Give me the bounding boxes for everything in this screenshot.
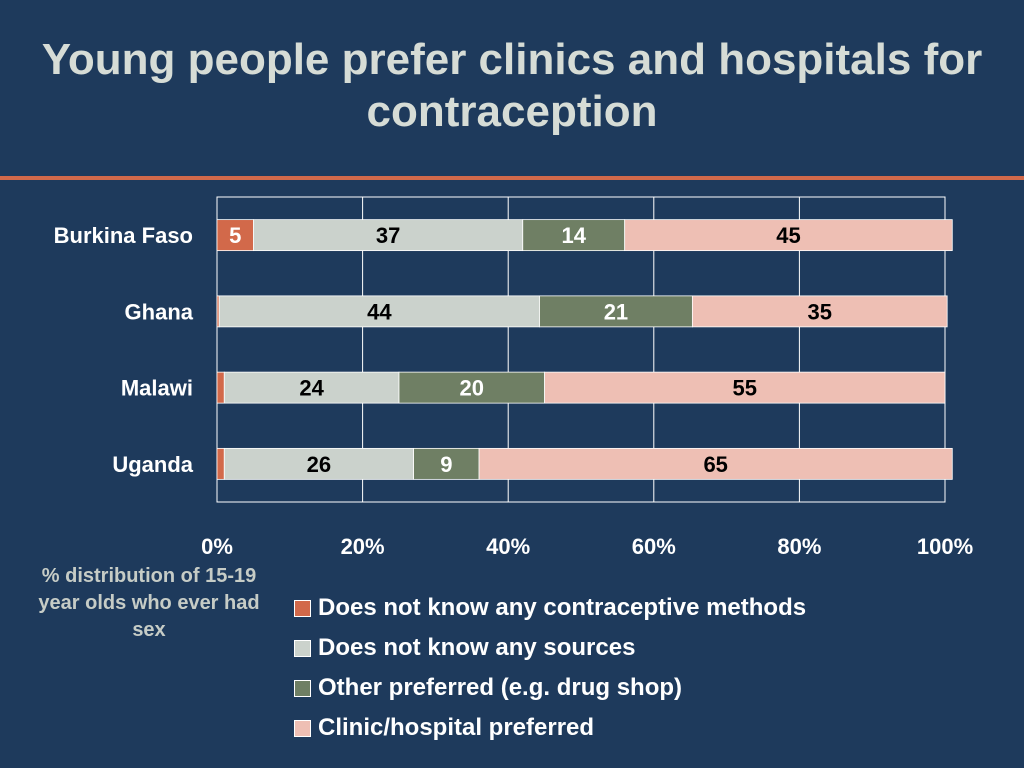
- title-line-2: contraception: [366, 87, 658, 136]
- bar-segment: [624, 219, 953, 252]
- legend-swatch: [294, 719, 311, 737]
- plot-frame: [216, 196, 946, 503]
- data-label: 5: [229, 223, 241, 248]
- x-tick-label: 100%: [917, 534, 973, 559]
- title-divider: [0, 176, 1024, 180]
- data-label: 44: [367, 299, 392, 324]
- legend-swatch: [294, 639, 311, 657]
- data-label: 20: [460, 376, 484, 401]
- data-label: 9: [440, 452, 452, 477]
- x-tick-label: 80%: [777, 534, 821, 559]
- bar-segment: [216, 219, 254, 252]
- legend-swatch: [294, 679, 311, 697]
- legend-label: Does not know any contraceptive methods: [318, 594, 807, 621]
- data-label: 35: [808, 299, 832, 324]
- x-tick-label: 40%: [486, 534, 530, 559]
- data-label: 45: [776, 223, 800, 248]
- legend-item: Does not know any sources: [294, 628, 806, 668]
- bar-segment: [478, 447, 953, 480]
- bar-segment: [539, 295, 693, 328]
- category-label: Uganda: [112, 452, 193, 477]
- data-label: 14: [561, 223, 586, 248]
- category-label: Ghana: [125, 299, 194, 324]
- legend-label: Other preferred (e.g. drug shop): [318, 674, 683, 701]
- legend-swatch: [294, 599, 311, 617]
- legend-item: Other preferred (e.g. drug shop): [294, 668, 806, 708]
- legend-item: Does not know any contraceptive methods: [294, 588, 806, 628]
- bar-segment: [223, 447, 414, 480]
- bar-segment: [216, 447, 225, 480]
- category-label: Burkina Faso: [54, 223, 193, 248]
- title-line-1: Young people prefer clinics and hospital…: [41, 35, 983, 84]
- category-label: Malawi: [121, 376, 193, 401]
- data-label: 24: [299, 376, 324, 401]
- bar-segment: [544, 371, 946, 404]
- data-label: 21: [604, 299, 628, 324]
- data-label: 26: [307, 452, 331, 477]
- x-tick-label: 0%: [201, 534, 233, 559]
- bar-segment: [691, 295, 948, 328]
- bar-segment: [252, 219, 524, 252]
- legend-item: Clinic/hospital preferred: [294, 708, 806, 748]
- legend-label: Clinic/hospital preferred: [318, 714, 595, 741]
- x-tick-label: 60%: [632, 534, 676, 559]
- bar-segment: [216, 371, 225, 404]
- data-label: 55: [733, 376, 757, 401]
- data-label: 37: [376, 223, 400, 248]
- legend-label: Does not know any sources: [318, 634, 636, 661]
- data-label: 65: [703, 452, 727, 477]
- chart-note: % distribution of 15-19 year olds who ev…: [38, 565, 260, 641]
- bar-segment: [413, 447, 480, 480]
- page-title: Young people prefer clinics and hospital…: [0, 34, 1024, 138]
- bar-segment: [218, 295, 540, 328]
- x-tick-label: 20%: [341, 534, 385, 559]
- chart-legend: Does not know any contraceptive methods D…: [294, 588, 806, 748]
